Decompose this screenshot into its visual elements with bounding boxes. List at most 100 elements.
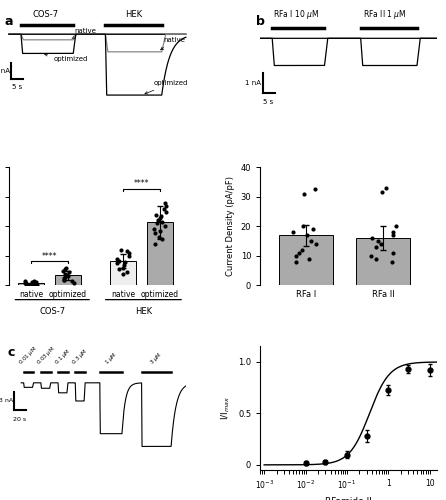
Bar: [147, 222, 173, 286]
Text: 0.3 $\mu$M: 0.3 $\mu$M: [70, 347, 91, 368]
Text: native: native: [161, 37, 185, 50]
Point: [160, 204, 167, 212]
Bar: [356, 238, 410, 286]
Point: [372, 243, 379, 251]
Bar: [18, 284, 44, 286]
Point: [114, 255, 121, 263]
Text: COS-7: COS-7: [39, 306, 65, 316]
Point: [65, 272, 72, 280]
Point: [309, 226, 316, 234]
Text: 0.1 $\mu$M: 0.1 $\mu$M: [53, 347, 73, 368]
Point: [157, 227, 164, 235]
Point: [30, 278, 37, 285]
Point: [120, 264, 127, 272]
Point: [377, 240, 384, 248]
Point: [383, 184, 390, 192]
Point: [375, 237, 382, 245]
Point: [69, 278, 76, 285]
Text: 3 $\mu$M: 3 $\mu$M: [148, 350, 165, 368]
Text: 20 s: 20 s: [13, 418, 27, 422]
Point: [393, 222, 400, 230]
Point: [300, 222, 307, 230]
Point: [153, 220, 161, 228]
Point: [152, 210, 159, 218]
Point: [62, 273, 69, 281]
Point: [23, 280, 30, 287]
Text: HEK: HEK: [135, 306, 152, 316]
Point: [62, 264, 70, 272]
Point: [388, 258, 395, 266]
Y-axis label: I/I$_{max}$: I/I$_{max}$: [220, 396, 232, 420]
Point: [60, 266, 67, 274]
Point: [292, 258, 299, 266]
Point: [159, 236, 166, 244]
Text: a: a: [5, 15, 13, 28]
Point: [163, 208, 170, 216]
Text: 0.03 $\mu$M: 0.03 $\mu$M: [34, 344, 58, 368]
Point: [157, 212, 164, 220]
Point: [29, 278, 36, 286]
Point: [62, 265, 69, 273]
Point: [26, 281, 33, 289]
Text: RFa II 1 $\mu$M: RFa II 1 $\mu$M: [363, 8, 407, 21]
Point: [301, 190, 308, 198]
Point: [162, 222, 169, 230]
Text: 0.01 $\mu$M: 0.01 $\mu$M: [17, 344, 40, 368]
Point: [290, 228, 297, 236]
Point: [66, 268, 73, 276]
Point: [154, 216, 161, 224]
Bar: [110, 260, 136, 285]
Text: 5 s: 5 s: [264, 98, 274, 104]
Bar: [55, 276, 81, 285]
Point: [156, 233, 163, 241]
Point: [151, 240, 158, 248]
Point: [126, 252, 133, 260]
Text: HEK: HEK: [125, 10, 142, 18]
Point: [60, 274, 67, 282]
Text: ****: ****: [42, 252, 57, 260]
Point: [117, 246, 124, 254]
Text: 1 nA: 1 nA: [0, 68, 10, 74]
Text: b: b: [256, 15, 265, 28]
Point: [311, 186, 318, 194]
Point: [124, 268, 131, 276]
Text: native: native: [72, 28, 97, 38]
Point: [30, 280, 37, 288]
Point: [70, 278, 78, 286]
Point: [29, 280, 36, 288]
Point: [21, 278, 29, 286]
X-axis label: RFamide II: RFamide II: [325, 497, 372, 500]
Point: [61, 276, 68, 284]
Text: c: c: [8, 346, 15, 360]
Y-axis label: Current Density (pA/pF): Current Density (pA/pF): [226, 176, 235, 276]
Point: [32, 278, 39, 286]
Point: [307, 237, 314, 245]
Point: [124, 247, 131, 255]
Point: [159, 218, 166, 226]
Point: [373, 255, 380, 263]
Point: [162, 202, 169, 209]
Point: [119, 270, 126, 278]
Point: [121, 258, 128, 266]
Point: [389, 232, 396, 239]
Point: [114, 259, 121, 267]
Bar: [279, 236, 333, 286]
Point: [121, 261, 128, 269]
Point: [126, 249, 133, 257]
Point: [157, 214, 164, 222]
Point: [368, 252, 375, 260]
Text: 1 $\mu$M: 1 $\mu$M: [103, 350, 120, 368]
Point: [389, 228, 396, 236]
Point: [313, 240, 320, 248]
Point: [150, 226, 157, 234]
Point: [304, 232, 311, 239]
Point: [306, 255, 313, 263]
Point: [390, 249, 397, 257]
Point: [368, 234, 375, 242]
Point: [152, 230, 159, 237]
Text: COS-7: COS-7: [32, 10, 58, 18]
Point: [21, 276, 28, 284]
Point: [23, 279, 30, 287]
Point: [296, 249, 303, 257]
Text: 1 nA: 1 nA: [245, 80, 261, 86]
